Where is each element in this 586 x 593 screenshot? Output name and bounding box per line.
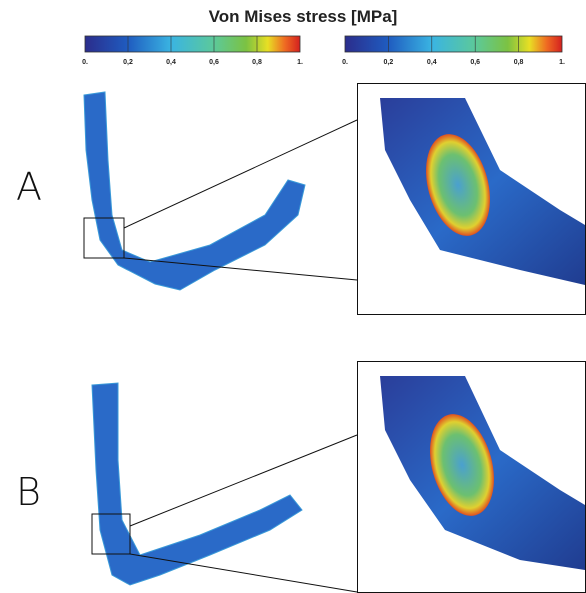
connector	[123, 257, 358, 281]
zoom-region	[83, 217, 125, 259]
colorbar-tick-label: 0.	[82, 59, 88, 66]
colorbar-tick-label: 0,4	[166, 59, 176, 66]
panel-label: B	[16, 470, 41, 514]
connector	[129, 434, 358, 527]
connector	[129, 553, 358, 593]
hotspot	[430, 414, 494, 516]
title: Von Mises stress [MPa]	[209, 7, 398, 26]
colorbar	[344, 35, 563, 53]
panel-label: A	[16, 165, 42, 209]
colorbar-tick-label: 0,8	[252, 59, 262, 66]
colorbar-tick-label: 0,6	[470, 59, 480, 66]
colorbar-tick-label: 0,2	[384, 59, 394, 66]
zoom-region	[91, 513, 131, 555]
colorbar-tick-label: 0,6	[209, 59, 219, 66]
colorbar-tick-label: 0,8	[514, 59, 524, 66]
colorbar-tick-label: 0,4	[427, 59, 437, 66]
connector	[123, 119, 358, 229]
bone	[83, 91, 306, 291]
colorbar-tick-label: 0,2	[123, 59, 133, 66]
bone	[91, 382, 303, 586]
hotspot	[426, 134, 490, 236]
colorbar-tick-label: 1.	[559, 59, 565, 66]
colorbar-tick-label: 1.	[297, 59, 303, 66]
colorbar-tick-label: 0.	[342, 59, 348, 66]
colorbar	[84, 35, 301, 53]
